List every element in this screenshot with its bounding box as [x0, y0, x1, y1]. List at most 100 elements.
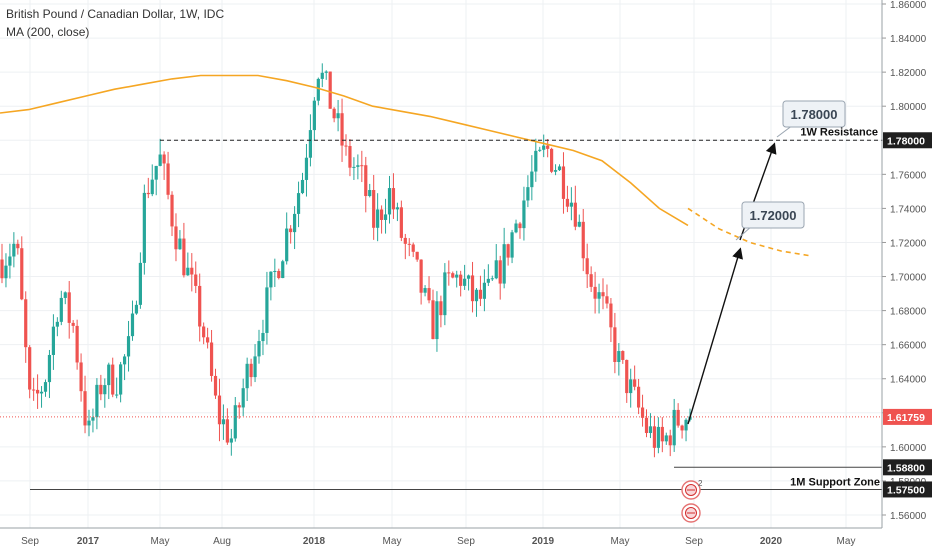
support-price-tag-1: 1.58800 — [887, 462, 925, 474]
candle-body — [328, 71, 332, 109]
candle-body — [87, 420, 91, 426]
candle-body — [534, 150, 538, 172]
time-tick-label: Sep — [21, 536, 39, 547]
price-tick-label: 1.56000 — [890, 511, 927, 522]
candle-body — [621, 351, 625, 360]
event-count: 2 — [698, 479, 703, 488]
time-tick-label: May — [837, 536, 856, 547]
candle-body — [154, 165, 158, 180]
time-tick-label: 2020 — [760, 536, 783, 547]
candle-body — [174, 226, 178, 250]
candle-body — [217, 395, 222, 425]
candle-body — [407, 243, 411, 245]
candle-body — [166, 163, 170, 195]
time-axis: Sep 2017 May Aug 2018 May Sep 2019 May Sep 2020 May — [0, 527, 882, 547]
candle-body — [494, 260, 498, 279]
candle-body — [383, 214, 388, 220]
candle-body — [648, 426, 653, 434]
candle-body — [134, 304, 139, 314]
candle-body — [12, 243, 16, 257]
candle-body — [423, 288, 427, 293]
candle-body — [617, 351, 621, 362]
candle-body — [340, 113, 344, 146]
candle-body — [126, 336, 131, 357]
candle-body — [581, 221, 585, 259]
candle-body — [364, 165, 368, 197]
candle-body — [115, 394, 119, 396]
candle-body — [63, 292, 67, 298]
time-tick-label: 2019 — [532, 536, 555, 547]
candle-body — [130, 313, 135, 337]
candle-body — [660, 426, 664, 442]
price-tick-label: 1.66000 — [890, 341, 927, 352]
candle-body — [577, 221, 581, 227]
arrow-1 — [687, 247, 743, 425]
candle-body — [245, 363, 249, 389]
candle-body — [182, 238, 186, 276]
candle-body — [348, 146, 352, 168]
candle-body — [225, 419, 229, 443]
resistance-price-tag-bg — [883, 132, 932, 149]
candle-body — [103, 385, 107, 395]
candle-body — [498, 260, 502, 284]
candle-body — [304, 157, 309, 180]
candle-body — [644, 417, 649, 434]
candle-body — [625, 359, 629, 394]
time-tick-label: 2018 — [303, 536, 326, 547]
candle-body — [178, 238, 182, 250]
candle-body — [514, 223, 518, 233]
target-callout-1-box — [782, 100, 846, 128]
price-tick-label: 1.86000 — [890, 0, 927, 11]
time-tick-label: 2017 — [77, 536, 100, 547]
target-callout-1: 1.78000 — [791, 107, 838, 122]
candle-body — [237, 405, 241, 408]
candle-body — [502, 244, 506, 284]
price-tick-label: 1.80000 — [890, 102, 927, 113]
candle-body — [368, 190, 372, 197]
candle-body — [194, 274, 198, 286]
candle-body — [356, 165, 360, 167]
candle-body — [150, 179, 154, 195]
candle-body — [32, 389, 36, 391]
candle-body — [162, 154, 166, 164]
candle-body — [443, 272, 447, 316]
candle-body — [51, 326, 56, 355]
candle-body — [158, 154, 162, 166]
candle-body — [138, 262, 142, 305]
price-tick-label: 1.60000 — [890, 443, 927, 454]
candle-body — [676, 409, 680, 426]
candle-body — [629, 379, 633, 394]
candle-body — [550, 148, 554, 172]
candle-body — [636, 386, 641, 408]
candle-body — [316, 78, 320, 101]
candle-body — [320, 72, 324, 79]
candle-body — [415, 251, 419, 260]
candle-body — [542, 145, 546, 150]
current-price-tag-bg — [883, 408, 932, 425]
candle-body — [395, 207, 400, 210]
candle-body — [277, 270, 281, 279]
candle-body — [546, 145, 550, 149]
candle-body — [95, 384, 99, 418]
candle-body — [55, 321, 59, 327]
candle-body — [324, 71, 328, 73]
candle-body — [233, 405, 237, 439]
candle-body — [43, 382, 48, 392]
candle-body — [419, 259, 423, 293]
candle-body — [289, 228, 293, 233]
candle-body — [312, 100, 316, 131]
price-tick-label: 1.72000 — [890, 238, 927, 249]
candle-body — [360, 165, 364, 167]
candle-body — [190, 267, 194, 275]
candle-body — [522, 200, 526, 229]
candle-body — [459, 274, 463, 286]
candle-body — [403, 237, 407, 244]
candle-body — [463, 278, 467, 286]
ma-200-line — [0, 74, 689, 227]
candle-body — [75, 325, 79, 363]
candle-body — [379, 209, 384, 220]
resistance-annotation: 1W Resistance — [800, 126, 878, 138]
candle-body — [656, 426, 660, 448]
